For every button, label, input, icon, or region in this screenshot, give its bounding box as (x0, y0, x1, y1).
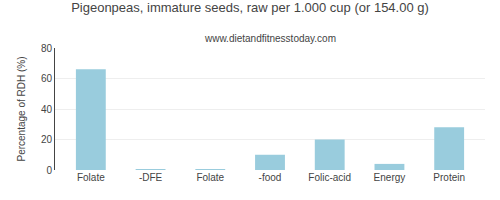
svg-text:80: 80 (41, 43, 53, 54)
svg-text:Pigeonpeas, immature seeds, ra: Pigeonpeas, immature seeds, raw per 1.00… (71, 0, 429, 15)
svg-text:Protein: Protein (433, 172, 465, 183)
svg-text:0: 0 (46, 165, 52, 176)
svg-text:www.dietandfitnesstoday.com: www.dietandfitnesstoday.com (204, 33, 336, 44)
svg-text:-DFE: -DFE (139, 172, 163, 183)
svg-text:Energy: Energy (374, 172, 406, 183)
svg-text:Percentage of RDH (%): Percentage of RDH (%) (16, 56, 27, 161)
svg-text:Folic-acid: Folic-acid (308, 172, 351, 183)
svg-text:-food: -food (259, 172, 282, 183)
svg-text:20: 20 (41, 134, 53, 145)
svg-text:60: 60 (41, 73, 53, 84)
svg-text:40: 40 (41, 104, 53, 115)
svg-text:Folate: Folate (196, 172, 224, 183)
svg-text:Folate: Folate (77, 172, 105, 183)
